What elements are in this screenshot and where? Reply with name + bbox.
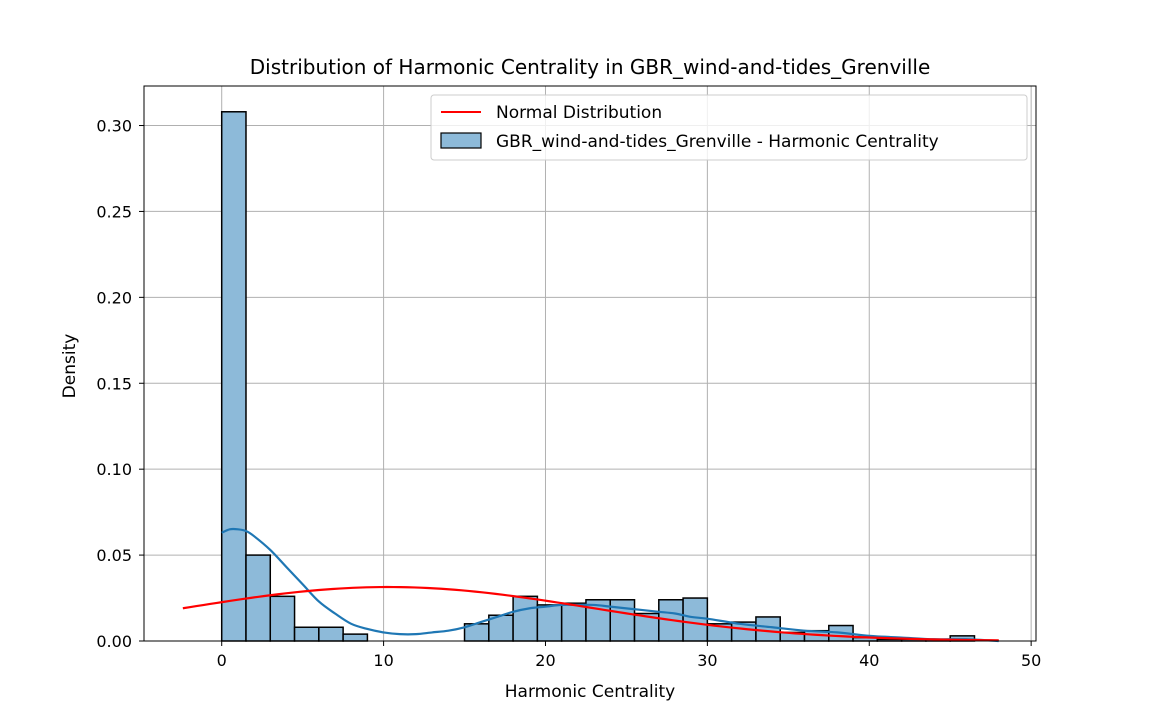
histogram-bar <box>560 602 587 642</box>
x-tick-label: 0 <box>217 651 227 670</box>
histogram-bar <box>342 633 369 642</box>
chart-title: Distribution of Harmonic Centrality in G… <box>250 55 931 79</box>
histogram-bar <box>682 597 709 642</box>
legend: Normal Distribution GBR_wind-and-tides_G… <box>430 94 1028 161</box>
histogram-bar <box>536 604 563 642</box>
x-tick-label: 20 <box>535 651 555 670</box>
x-tick-label: 30 <box>697 651 717 670</box>
histogram-bar <box>220 111 247 642</box>
y-tick-label: 0.30 <box>96 117 132 136</box>
y-axis-ticks: 0.00 0.05 0.10 0.15 0.20 0.25 0.30 <box>96 117 144 651</box>
x-tick-label: 40 <box>859 651 879 670</box>
legend-box <box>430 94 1028 161</box>
legend-histogram-label: GBR_wind-and-tides_Grenville - Harmonic … <box>496 132 939 152</box>
histogram-bar <box>512 595 539 642</box>
histogram-bar <box>318 626 344 642</box>
x-tick-label: 10 <box>373 651 393 670</box>
histogram-bars <box>220 111 976 642</box>
y-tick-label: 0.20 <box>96 288 132 307</box>
y-tick-label: 0.10 <box>96 460 132 479</box>
grid <box>144 86 1036 642</box>
histogram-bar <box>755 616 781 642</box>
x-tick-label: 50 <box>1021 651 1041 670</box>
y-tick-label: 0.25 <box>96 202 132 221</box>
y-tick-label: 0.15 <box>96 374 132 393</box>
y-tick-label: 0.05 <box>96 546 132 565</box>
x-axis-label: Harmonic Centrality <box>505 682 675 702</box>
histogram-bar <box>269 595 296 642</box>
plot-frame <box>143 85 1037 642</box>
legend-normal-label: Normal Distribution <box>496 103 662 123</box>
y-axis-label: Density <box>60 334 80 399</box>
curves <box>182 527 999 643</box>
normal-distribution-curve <box>182 585 999 642</box>
histogram-bar <box>293 626 320 642</box>
x-axis-ticks: 0 10 20 30 40 50 <box>217 641 1041 670</box>
kde-curve <box>221 527 999 643</box>
y-tick-label: 0.00 <box>96 632 132 651</box>
legend-histogram-swatch <box>440 132 482 149</box>
